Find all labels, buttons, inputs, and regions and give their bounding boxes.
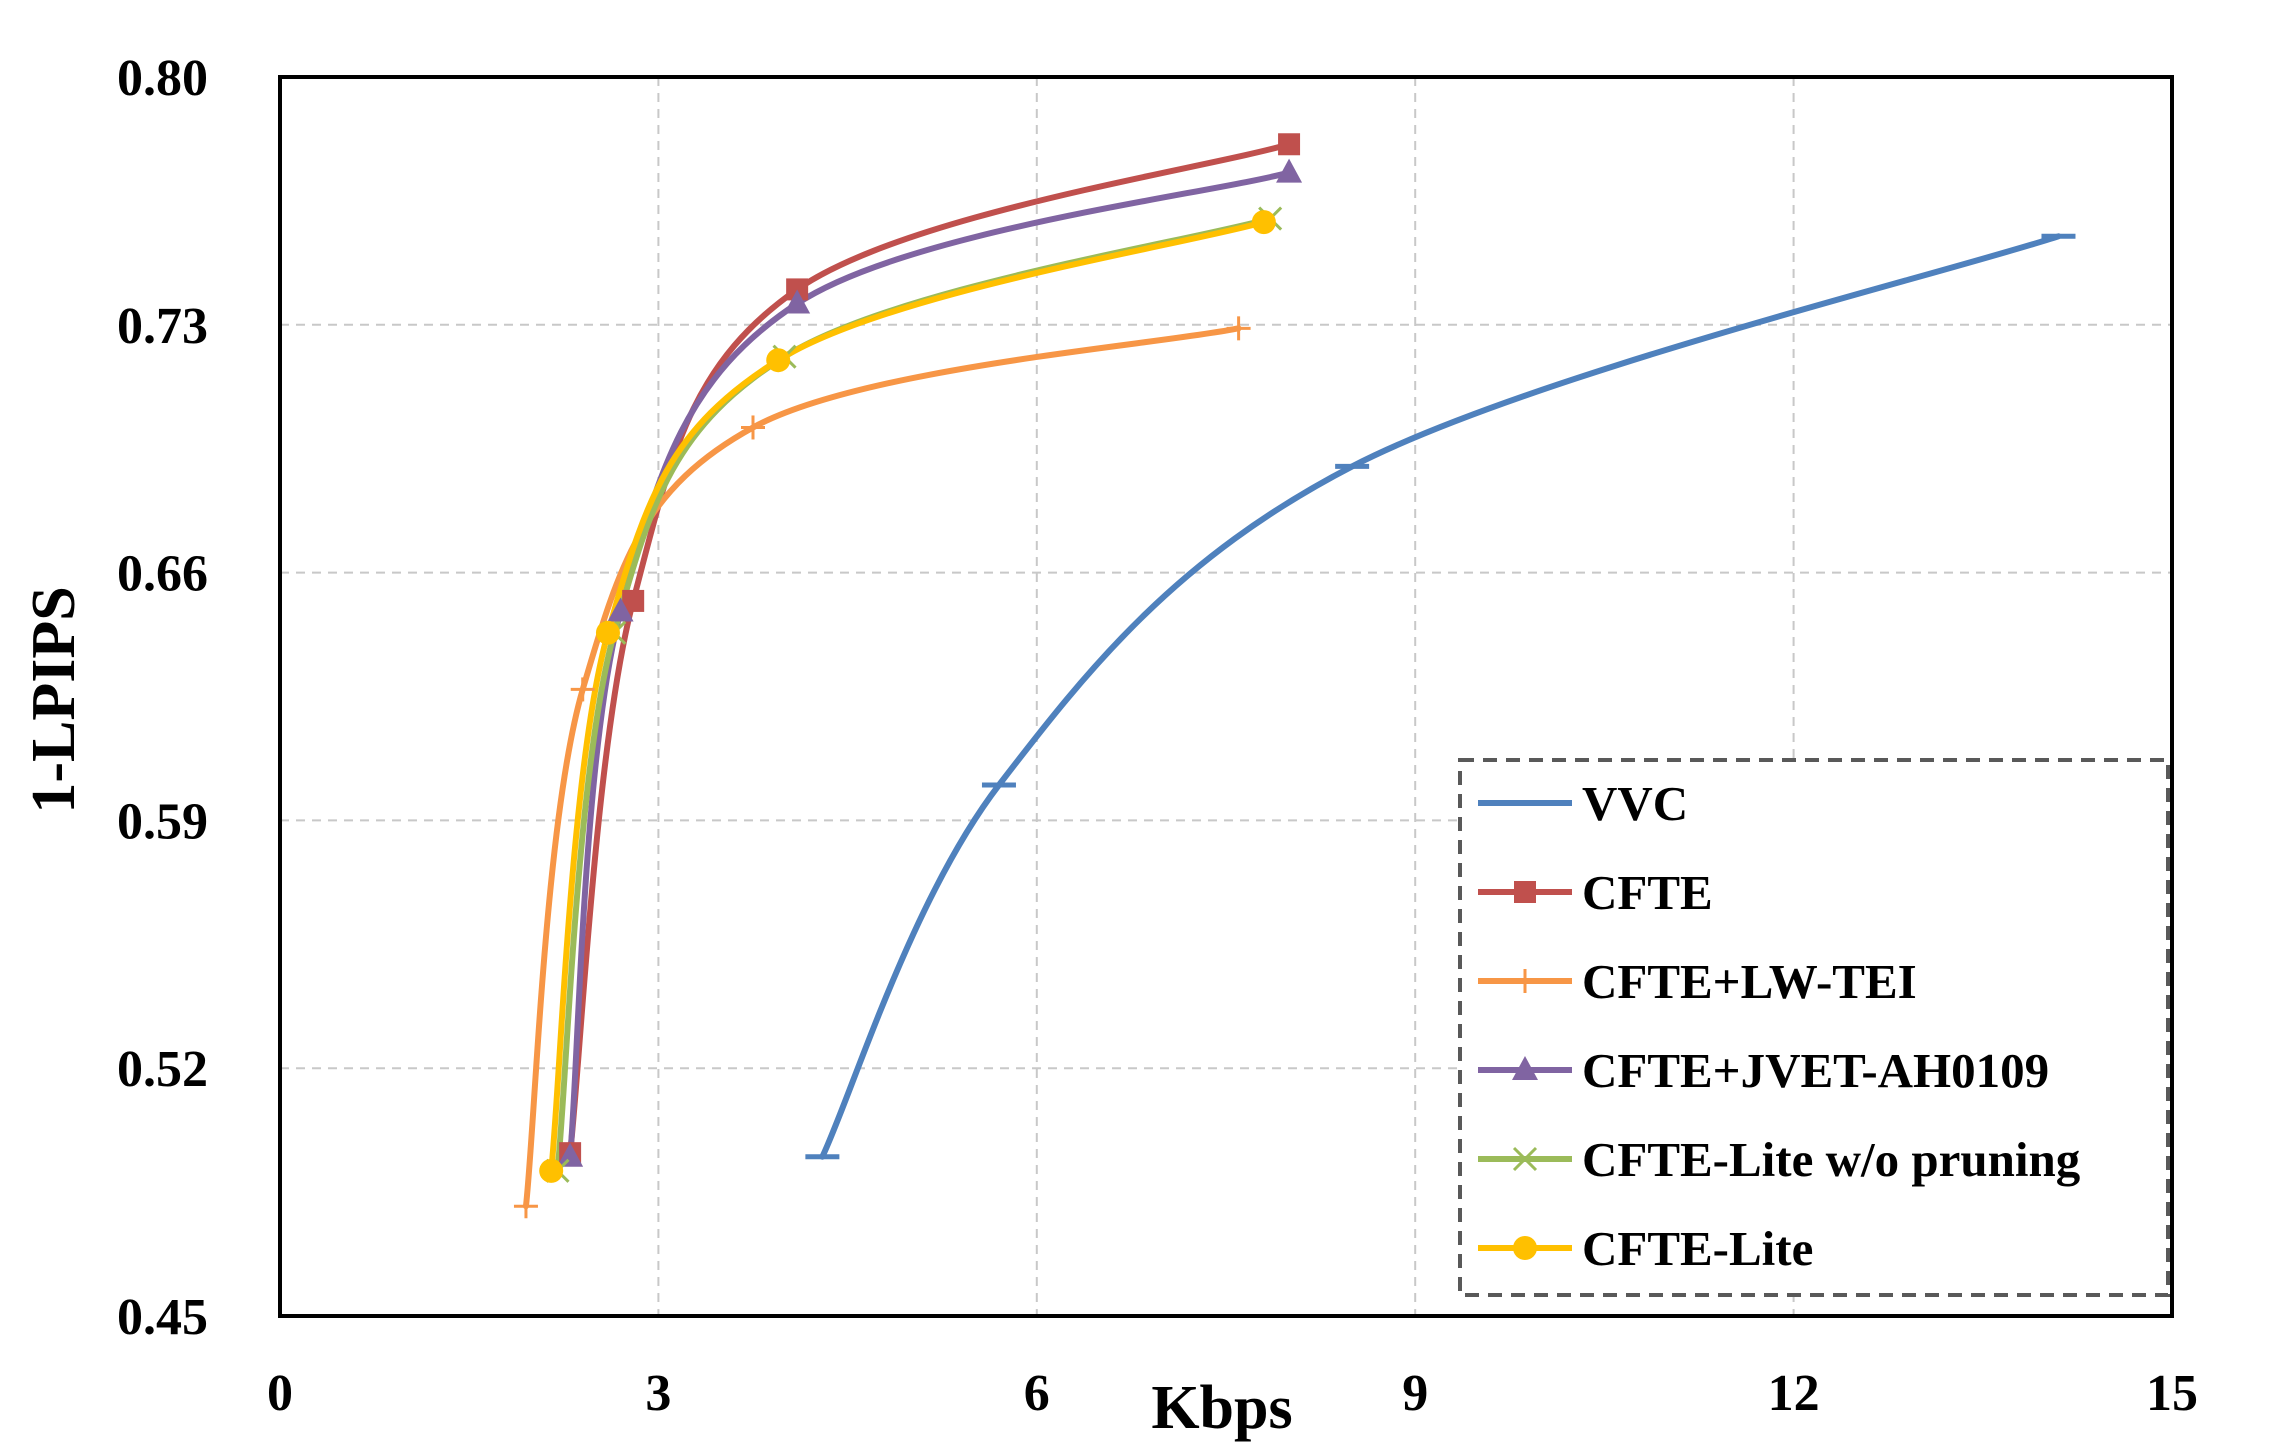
legend-item-vvc: VVC: [1478, 776, 1688, 831]
y-tick-label: 0.59: [117, 793, 208, 850]
legend-box: [1458, 758, 2170, 1297]
x-tick-label: 15: [2146, 1365, 2198, 1422]
legend-marker: [1514, 881, 1536, 903]
data-point-cfte: [786, 278, 809, 301]
series-line-cfte-jvet-ah0109: [567, 169, 1293, 1160]
legend-label: CFTE+JVET-AH0109: [1582, 1043, 2049, 1098]
data-point-cfte: [622, 589, 645, 612]
data-point-cfte-lite: [539, 1158, 564, 1183]
x-tick-label: 0: [267, 1365, 293, 1422]
x-tick-label: 9: [1402, 1365, 1428, 1422]
series-lines: [522, 141, 2062, 1210]
legend-marker: [1512, 1056, 1538, 1080]
series-line-vvc: [819, 233, 2062, 1160]
x-tick-label: 3: [645, 1365, 671, 1422]
data-point-cfte-lw-tei: [1226, 316, 1251, 341]
data-point-cfte-lw-tei: [513, 1194, 538, 1219]
data-point-cfte-lw-tei: [741, 415, 765, 440]
data-point-cfte-lite: [1251, 210, 1276, 235]
series-line-cfte-lite: [548, 219, 1267, 1174]
series-markers: [513, 133, 2076, 1219]
legend-item-cfte: CFTE: [1478, 865, 1713, 920]
legend-marker: [1513, 1236, 1537, 1260]
y-tick-label: 0.73: [117, 298, 208, 355]
x-tick-label: 12: [1768, 1365, 1820, 1422]
x-tick-label: 6: [1024, 1365, 1050, 1422]
plot-area-frame: [278, 75, 2174, 1318]
legend-item-cfte-jvet-ah0109: CFTE+JVET-AH0109: [1478, 1043, 2049, 1098]
legend-marker: [1513, 969, 1537, 993]
legend-item-cfte-lite-w-o-pruning: CFTE-Lite w/o pruning: [1478, 1132, 2081, 1187]
tick-labels: 0 3 6 9 12 15 0.45 0.52 0.59 0.66 0.73 0.80: [117, 50, 2198, 1422]
legend-item-cfte-lw-tei: CFTE+LW-TEI: [1478, 954, 1917, 1009]
data-point-cfte-jvet-ah0109: [607, 597, 634, 622]
legend: VVC CFTE CFTE+LW-TEI CFTE+JVET-AH0109 CFTE-L…: [1458, 758, 2170, 1297]
legend-label: CFTE+LW-TEI: [1582, 954, 1917, 1009]
legend-item-cfte-lite: CFTE-Lite: [1478, 1221, 1813, 1276]
y-tick-label: 0.66: [117, 546, 208, 603]
data-point-cfte: [1278, 133, 1301, 156]
data-point-cfte-jvet-ah0109: [784, 289, 811, 314]
x-axis-title: Kbps: [1151, 1374, 1292, 1442]
legend-label: CFTE-Lite w/o pruning: [1582, 1132, 2081, 1187]
series-line-cfte-lw-tei: [522, 325, 1242, 1210]
y-tick-label: 0.80: [117, 50, 208, 107]
y-tick-label: 0.45: [117, 1289, 208, 1346]
data-point-cfte-lw-tei: [570, 677, 595, 702]
data-point-cfte-lite: [766, 348, 791, 373]
y-axis-title: 1-LPIPS: [20, 586, 88, 813]
series-line-cfte-lite-w-o-pruning: [554, 215, 1274, 1174]
data-point-cfte-jvet-ah0109: [1276, 158, 1303, 183]
legend-marker: [1512, 1146, 1538, 1172]
data-point-cfte-lite: [595, 620, 620, 645]
data-point-cfte-jvet-ah0109: [557, 1142, 584, 1167]
legend-label: CFTE: [1582, 865, 1713, 920]
y-tick-label: 0.52: [117, 1041, 208, 1098]
legend-label: VVC: [1582, 776, 1688, 831]
legend-label: CFTE-Lite: [1582, 1221, 1813, 1276]
